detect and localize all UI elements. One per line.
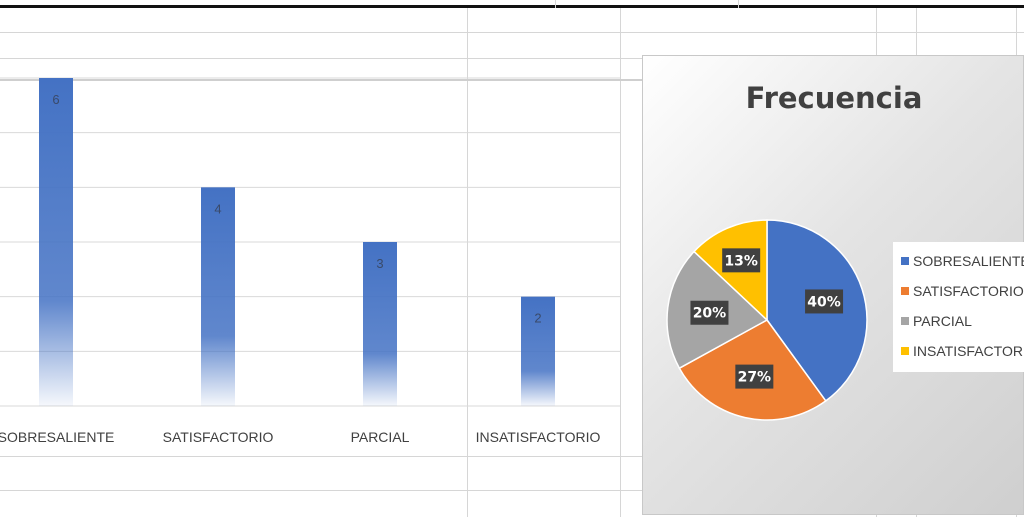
legend-item: SOBRESALIENTE [901, 246, 1024, 276]
pie-data-label: 13% [724, 253, 758, 269]
grid-column-line [738, 0, 739, 8]
bar-data-label: 2 [534, 311, 541, 326]
bar-category-label: INSATISFACTORIO [476, 429, 601, 445]
legend-item: SATISFACTORIO [901, 276, 1024, 306]
pie-label-box [805, 289, 844, 314]
bar [521, 296, 555, 406]
grid-column-line [555, 0, 556, 8]
bar-category-label: PARCIAL [351, 429, 410, 445]
bar-chart: 6 SOBRESALIENTE 4 SATISFACTORIO 3 PARCIAL 2 INS… [0, 77, 620, 445]
grid-row-line [0, 58, 1024, 59]
legend-label: SOBRESALIENTE [913, 253, 1024, 269]
pie-data-label: 20% [693, 306, 727, 322]
legend-item: PARCIAL [901, 306, 1021, 336]
grid-row-line [0, 490, 642, 491]
pie-data-label: 40% [807, 294, 841, 310]
pie-chart-panel: Frecuencia 40% 27% 20% 13% SOBRESALIENTE SAT… [642, 55, 1024, 515]
bar [39, 78, 73, 406]
grid-row-line [0, 456, 642, 457]
grid-column-line [620, 8, 621, 517]
legend-swatch [901, 347, 909, 355]
grid-row-line [0, 32, 1024, 33]
grid-row-line [0, 79, 642, 81]
legend-label: INSATISFACTORIO [913, 343, 1024, 359]
pie-legend: SOBRESALIENTE SATISFACTORIO PARCIAL INSATIS… [893, 242, 1024, 372]
bar-category-label: SATISFACTORIO [163, 429, 274, 445]
legend-swatch [901, 317, 909, 325]
pie-data-label: 27% [738, 370, 772, 386]
bar-data-label: 4 [214, 201, 221, 216]
pie-label-box [690, 300, 729, 325]
pie-label-box [735, 364, 774, 389]
legend-swatch [901, 287, 909, 295]
bar-data-label: 3 [376, 256, 383, 271]
legend-label: PARCIAL [913, 313, 972, 329]
spreadsheet-top-border [0, 0, 1024, 8]
bar [201, 187, 235, 406]
pie-chart-title: Frecuencia [745, 81, 923, 115]
pie-label-box [722, 248, 761, 273]
bar-category-label: SOBRESALIENTE [0, 429, 114, 445]
legend-label: SATISFACTORIO [913, 283, 1024, 299]
legend-swatch [901, 257, 909, 265]
bar [363, 242, 397, 406]
pie-chart: 40% 27% 20% 13% [666, 219, 868, 421]
legend-item: INSATISFACTORIO [901, 336, 1024, 366]
bar-data-label: 6 [52, 92, 59, 107]
grid-column-line [467, 8, 468, 517]
